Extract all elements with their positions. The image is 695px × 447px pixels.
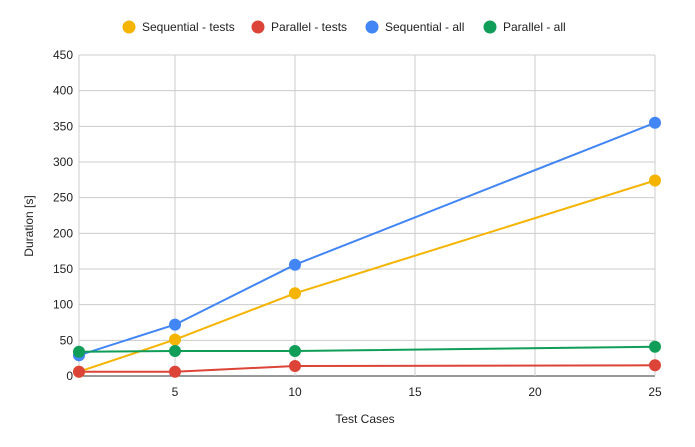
data-point [289, 258, 301, 271]
data-point [73, 365, 85, 378]
legend-label: Parallel - tests [271, 20, 347, 34]
data-point [649, 116, 661, 129]
data-point [649, 359, 661, 372]
y-tick-label: 0 [66, 369, 73, 383]
y-tick-label: 400 [53, 84, 73, 98]
data-point [649, 174, 661, 187]
x-tick-label: 25 [648, 385, 662, 399]
legend-marker [483, 20, 497, 34]
series-line [79, 364, 656, 373]
grid [78, 54, 656, 377]
x-axis-title: Test Cases [335, 412, 394, 426]
data-points [73, 116, 661, 378]
series-line [78, 121, 656, 357]
x-tick-label: 5 [172, 385, 179, 399]
legend-marker [122, 20, 136, 34]
y-tick-label: 150 [53, 262, 73, 276]
y-tick-label: 350 [53, 119, 73, 133]
legend-label: Sequential - all [385, 20, 464, 34]
data-point [73, 345, 85, 358]
legend: Sequential - tests Parallel - tests Sequen… [122, 20, 566, 34]
legend-label: Parallel - all [503, 20, 566, 34]
x-tick-label: 15 [408, 385, 422, 399]
x-tick-label: 10 [288, 385, 302, 399]
data-point [169, 345, 181, 358]
series-lines [78, 121, 656, 373]
series-line [78, 345, 656, 353]
tick-labels: 0 50 100 150 200 250 300 350 400 450 5 10 15 20 25 [53, 48, 662, 399]
legend-marker [365, 20, 379, 34]
legend-marker [251, 20, 265, 34]
y-axis-title: Duration [s] [22, 195, 36, 256]
y-tick-label: 300 [53, 155, 73, 169]
data-point [289, 360, 301, 373]
y-tick-label: 200 [53, 226, 73, 240]
data-point [289, 287, 301, 300]
x-tick-label: 20 [528, 385, 542, 399]
data-point [169, 318, 181, 331]
data-point [169, 333, 181, 346]
y-tick-label: 50 [60, 333, 74, 347]
data-point [649, 340, 661, 353]
y-tick-label: 450 [53, 48, 73, 62]
series-line [78, 179, 656, 373]
y-tick-label: 100 [53, 298, 73, 312]
legend-label: Sequential - tests [142, 20, 235, 34]
y-tick-label: 250 [53, 191, 73, 205]
data-point [289, 345, 301, 358]
data-point [169, 365, 181, 378]
